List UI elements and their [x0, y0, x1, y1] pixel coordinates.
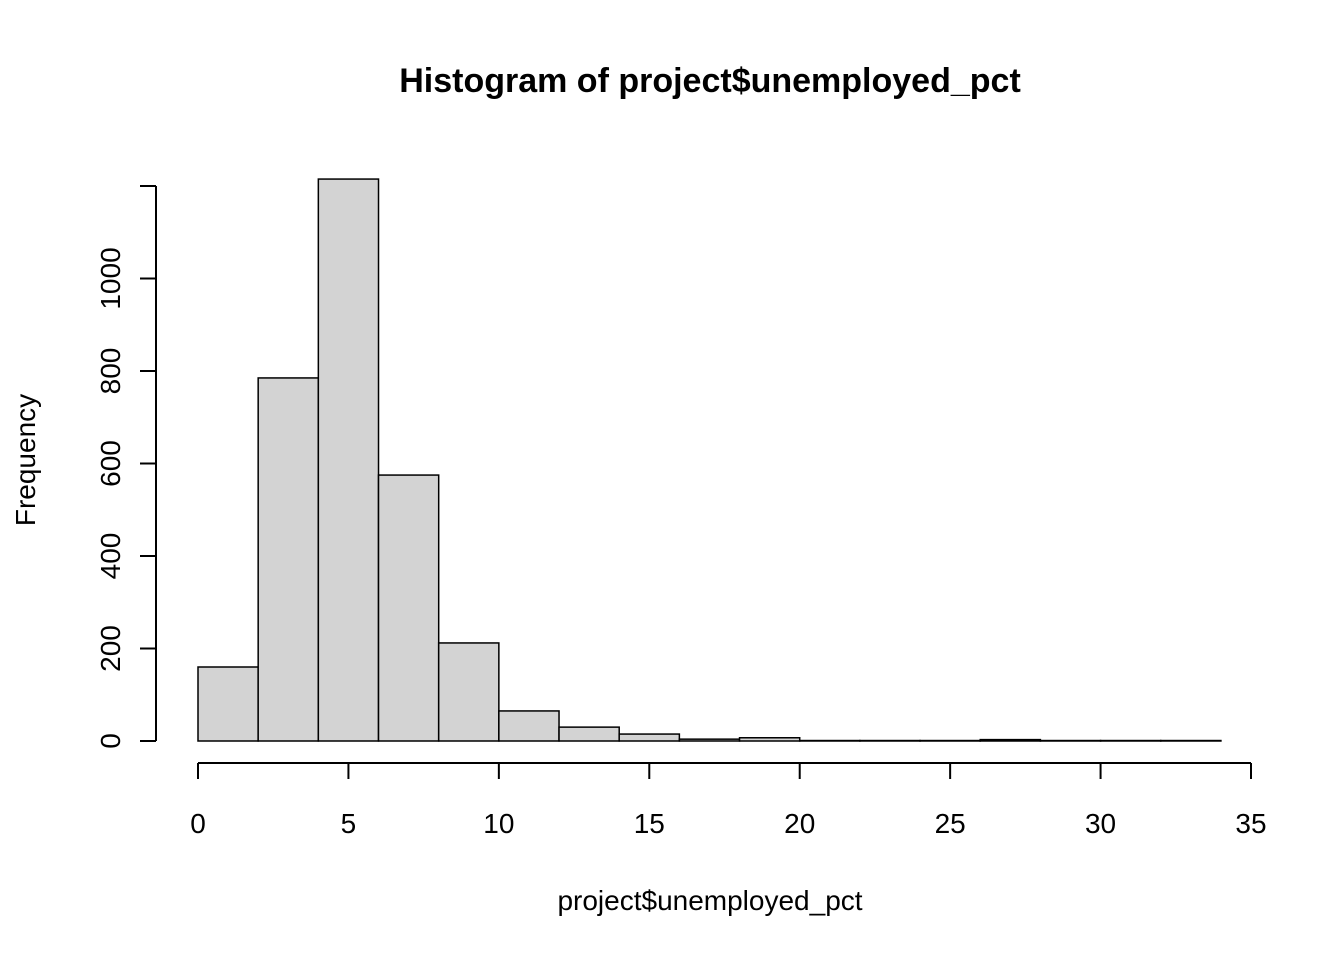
y-tick-label: 200	[95, 625, 126, 672]
histogram-bar	[377, 474, 440, 742]
histogram-bar	[437, 642, 500, 742]
histogram-bar	[498, 710, 560, 742]
x-tick-label: 10	[483, 808, 514, 839]
x-tick-label: 35	[1235, 808, 1266, 839]
x-tick-label: 5	[341, 808, 357, 839]
histogram-bar	[197, 666, 259, 742]
histogram-bar	[257, 377, 320, 742]
x-tick-label: 0	[190, 808, 206, 839]
chart-title: Histogram of project$unemployed_pct	[399, 62, 1021, 100]
x-tick-label: 20	[784, 808, 815, 839]
bars-group	[197, 178, 1222, 742]
y-axis: 0 200 400 600 800 1000	[95, 185, 157, 749]
y-axis-label: Frequency	[10, 394, 41, 526]
histogram-bar	[678, 738, 741, 742]
histogram-bar	[317, 178, 380, 742]
x-tick-label: 30	[1085, 808, 1116, 839]
y-tick-label: 0	[95, 733, 126, 749]
x-axis: 0 5 10 15 20 25 30 35	[190, 762, 1267, 839]
histogram-bar	[738, 737, 801, 742]
y-tick-label: 400	[95, 533, 126, 580]
x-tick-label: 25	[935, 808, 966, 839]
histogram-bar	[979, 738, 1042, 742]
histogram-bar	[558, 726, 620, 742]
y-tick-label: 1000	[95, 247, 126, 309]
histogram-bar	[618, 733, 681, 742]
x-tick-label: 15	[634, 808, 665, 839]
x-axis-label: project$unemployed_pct	[557, 885, 862, 916]
y-tick-label: 600	[95, 440, 126, 487]
y-tick-label: 800	[95, 348, 126, 395]
